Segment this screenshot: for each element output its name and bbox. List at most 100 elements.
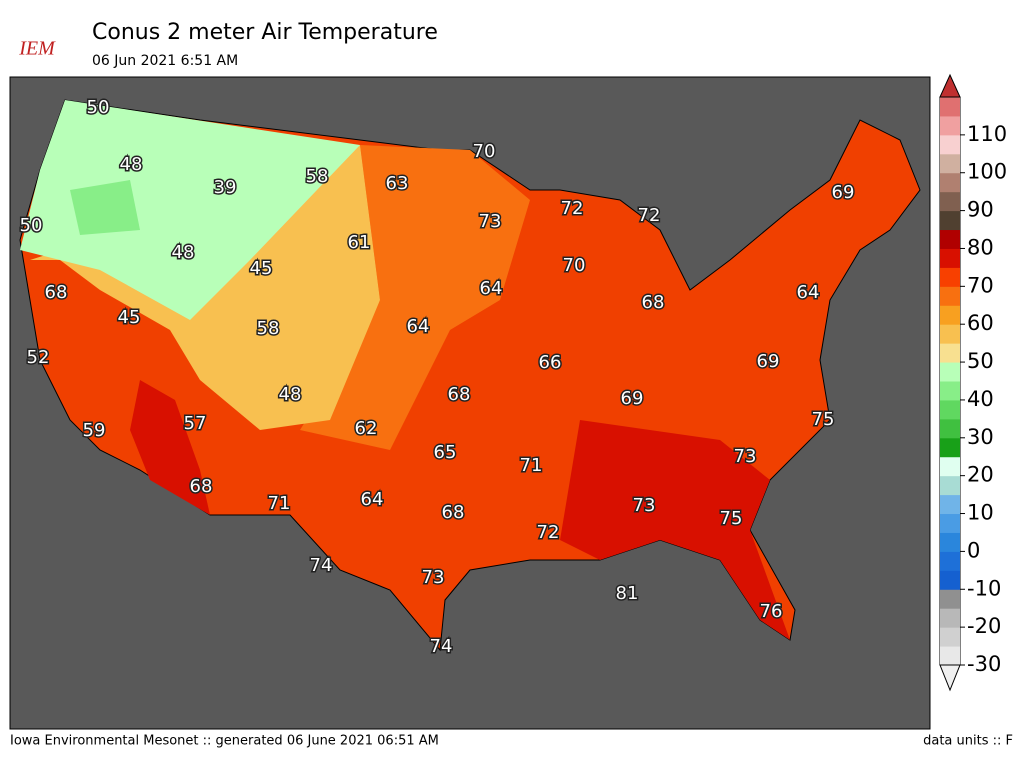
- colorbar-segment: [940, 286, 960, 306]
- colorbar-tick-label: -20: [967, 614, 1001, 638]
- colorbar-segment: [940, 608, 960, 628]
- region-warm: [300, 145, 530, 450]
- station-value: 65: [434, 442, 457, 463]
- station-value: 58: [257, 318, 280, 339]
- station-value: 73: [479, 211, 502, 232]
- station-value: 68: [45, 282, 68, 303]
- station-value: 81: [616, 583, 639, 604]
- title: Conus 2 meter Air Temperature: [92, 20, 438, 45]
- station-value: 48: [279, 384, 302, 405]
- station-value: 64: [407, 316, 430, 337]
- colorbar-under: [939, 664, 961, 692]
- colorbar-tick-label: 110: [967, 122, 1007, 146]
- colorbar-segment: [940, 570, 960, 590]
- station-value: 73: [633, 495, 656, 516]
- station-value: 69: [621, 388, 644, 409]
- colorbar-segment: [940, 456, 960, 477]
- colorbar-tick-label: 90: [967, 198, 994, 222]
- colorbar-tick-label: 10: [967, 501, 994, 525]
- colorbar-segment: [940, 551, 960, 571]
- colorbar-segment: [940, 418, 960, 439]
- station-value: 48: [172, 242, 195, 263]
- colorbar-segment: [940, 305, 960, 325]
- region-hot: [560, 420, 790, 640]
- logo: IEM: [18, 38, 56, 60]
- station-value: 69: [757, 351, 780, 372]
- station-value: 71: [520, 455, 543, 476]
- station-value: 64: [361, 489, 384, 510]
- colorbar-tick-label: 80: [967, 235, 994, 259]
- station-value: 45: [118, 307, 141, 328]
- colorbar-segment: [940, 134, 960, 155]
- colorbar-tick-label: -10: [967, 576, 1001, 600]
- colorbar-segment: [940, 267, 960, 287]
- station-value: 72: [561, 198, 584, 219]
- station-value: 48: [120, 154, 143, 175]
- colorbar-segment: [940, 343, 960, 363]
- station-value: 68: [448, 384, 471, 405]
- colorbar-segment: [940, 475, 960, 496]
- station-value: 70: [563, 255, 586, 276]
- colorbar-segment: [940, 362, 960, 382]
- station-value: 59: [83, 420, 106, 441]
- station-value: 62: [355, 418, 378, 439]
- colorbar-segment: [940, 646, 960, 666]
- colorbar-segment: [940, 248, 960, 268]
- colorbar-tick-label: 40: [967, 387, 994, 411]
- station-value: 68: [190, 476, 213, 497]
- station-value: 69: [832, 182, 855, 203]
- colorbar-tick-label: 20: [967, 463, 994, 487]
- station-value: 64: [480, 278, 503, 299]
- station-value: 63: [386, 173, 409, 194]
- colorbar-tick-label: 30: [967, 425, 994, 449]
- station-value: 45: [250, 258, 273, 279]
- colorbar-segment: [940, 437, 960, 458]
- colorbar-segment: [940, 589, 960, 609]
- colorbar-segment: [940, 97, 960, 117]
- station-value: 75: [812, 409, 835, 430]
- station-value: 57: [184, 413, 207, 434]
- station-value: 61: [348, 232, 371, 253]
- station-value: 72: [638, 205, 661, 226]
- colorbar-segment: [940, 494, 960, 515]
- colorbar-tick-label: 50: [967, 349, 994, 373]
- colorbar-segment: [940, 513, 960, 533]
- colorbar-segment: [940, 381, 960, 401]
- station-value: 52: [27, 347, 50, 368]
- colorbar-tick-label: -30: [967, 652, 1001, 676]
- footer-left: Iowa Environmental Mesonet :: generated …: [10, 734, 439, 749]
- subtitle: 06 Jun 2021 6:51 AM: [92, 53, 238, 69]
- station-value: 70: [473, 141, 496, 162]
- colorbar-tick-label: 70: [967, 273, 994, 297]
- colorbar-segment: [940, 627, 960, 647]
- region-hot-southwest: [130, 380, 210, 515]
- station-value: 50: [20, 215, 43, 236]
- colorbar-segment: [940, 172, 960, 193]
- region-cool: [20, 100, 360, 320]
- colorbar-tick-label: 0: [967, 538, 980, 562]
- colorbar-segment: [940, 115, 960, 136]
- region-cold: [70, 180, 140, 235]
- station-value: 75: [720, 508, 743, 529]
- station-value: 74: [430, 636, 453, 657]
- colorbar-segment: [940, 191, 960, 212]
- colorbar-segment: [940, 153, 960, 174]
- footer-right: data units :: F: [923, 734, 1013, 749]
- station-value: 73: [422, 567, 445, 588]
- station-value: 68: [442, 502, 465, 523]
- station-value: 66: [539, 352, 562, 373]
- colorbar-segment: [940, 210, 960, 231]
- colorbar-tick-label: 60: [967, 311, 994, 335]
- station-value: 68: [642, 292, 665, 313]
- colorbar-segment: [940, 532, 960, 552]
- colorbar-tick-label: 100: [967, 160, 1007, 184]
- colorbar-over: [939, 73, 961, 98]
- station-value: 39: [214, 177, 237, 198]
- station-value: 72: [537, 522, 560, 543]
- station-value: 71: [268, 493, 291, 514]
- station-value: 74: [310, 555, 333, 576]
- colorbar-segment: [940, 399, 960, 420]
- colorbar-segment: [940, 229, 960, 249]
- station-value: 50: [87, 97, 110, 118]
